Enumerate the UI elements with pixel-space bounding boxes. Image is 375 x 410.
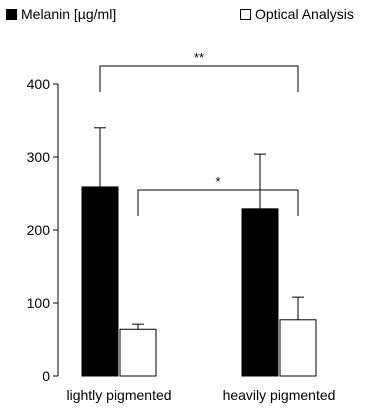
bar-melanin bbox=[81, 186, 119, 377]
y-tick-label: 300 bbox=[27, 149, 51, 165]
bar-melanin bbox=[241, 208, 279, 377]
significance-label: ** bbox=[194, 50, 204, 65]
legend-swatch-melanin bbox=[6, 8, 17, 20]
y-tick-label: 100 bbox=[27, 295, 51, 311]
x-category-label: lightly pigmented bbox=[66, 387, 171, 403]
legend-label-optical-analysis: Optical Analysis bbox=[255, 6, 354, 22]
significance-bracket bbox=[137, 189, 299, 216]
legend: Melanin [µg/ml] Optical Analysis bbox=[0, 6, 375, 26]
legend-swatch-optical-analysis bbox=[240, 8, 251, 20]
bar-optical-analysis bbox=[119, 328, 157, 377]
y-tick-label: 0 bbox=[42, 368, 50, 384]
legend-item-melanin: Melanin [µg/ml] bbox=[6, 6, 116, 22]
legend-item-optical-analysis: Optical Analysis bbox=[240, 6, 354, 22]
legend-label-melanin: Melanin [µg/ml] bbox=[21, 6, 117, 22]
x-category-label: heavily pigmented bbox=[223, 387, 336, 403]
significance-bracket bbox=[99, 65, 299, 92]
y-tick-label: 400 bbox=[27, 76, 51, 92]
significance-label: * bbox=[215, 174, 220, 189]
bar-optical-analysis bbox=[279, 319, 317, 377]
y-tick-label: 200 bbox=[27, 222, 51, 238]
